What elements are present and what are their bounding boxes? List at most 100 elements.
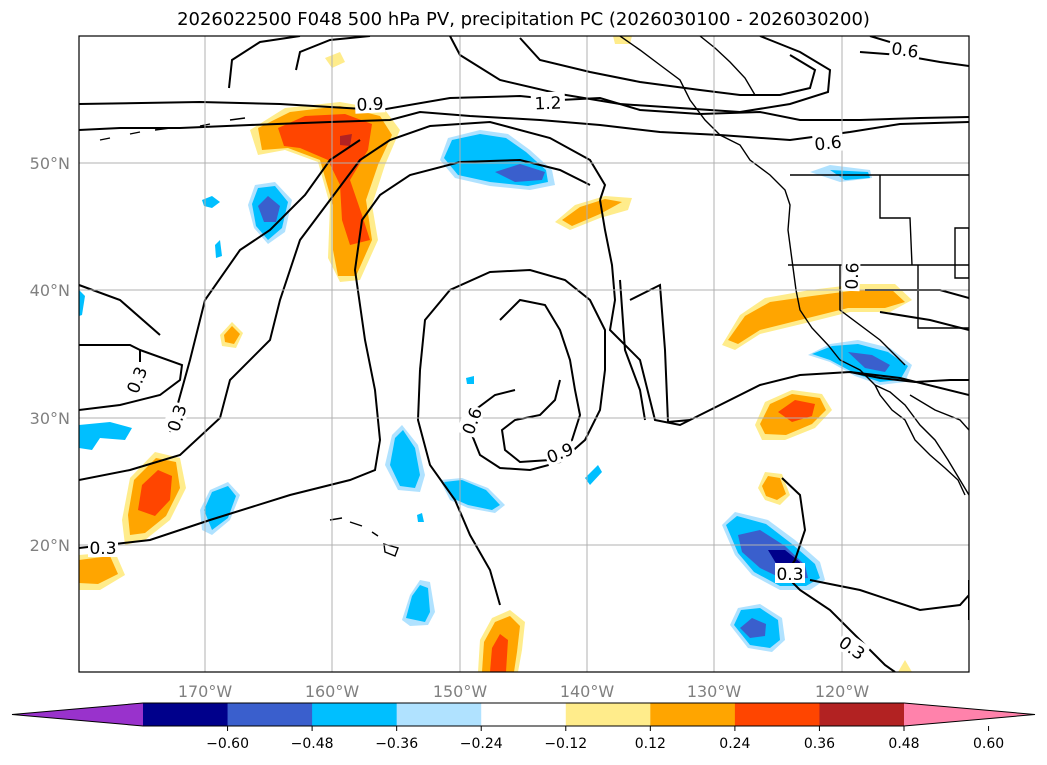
colorbar-segment: [227, 703, 313, 726]
state-border: [879, 175, 913, 266]
colorbar-tick-label: −0.12: [544, 736, 587, 752]
pv-contour-line: [79, 120, 607, 481]
precip-area-negative: [406, 585, 430, 622]
precip-area-negative: [258, 196, 280, 222]
precip-area-negative: [79, 290, 85, 316]
lon-label: 130°W: [687, 682, 742, 701]
precip-area-positive: [490, 634, 508, 672]
precip-area-negative: [444, 480, 500, 510]
contour-label: 0.6: [843, 262, 864, 290]
map-title: 2026022500 F048 500 hPa PV, precipitatio…: [177, 9, 870, 30]
pv-contour-line: [849, 371, 969, 384]
contour-label: 0.6: [814, 133, 843, 156]
colorbar-segment: [481, 703, 567, 726]
pv-contour-line: [599, 199, 969, 427]
contour-label: 0.3: [776, 565, 803, 585]
coastline-alaska: [699, 36, 756, 96]
pv-contour-line: [809, 579, 969, 612]
contour-label: 0.3: [89, 539, 116, 559]
precip-area-positive: [613, 36, 632, 44]
precip-shading: [79, 36, 912, 672]
contour-label: 1.2: [534, 94, 562, 115]
lon-label: 120°W: [815, 682, 870, 701]
precip-area-positive: [562, 199, 622, 226]
state-border: [954, 227, 969, 279]
colorbar: −0.60 −0.48 −0.36 −0.24 −0.12 0.12 0.24 0.36 0.4…: [11, 702, 1036, 752]
longitude-labels: 170°W 160°W 150°W 140°W 130°W 120°W: [178, 682, 870, 701]
colorbar-segment: [312, 703, 398, 726]
colorbar-tick-label: 0.24: [719, 736, 750, 752]
colorbar-tick-label: −0.60: [206, 736, 249, 752]
precip-area-negative: [417, 513, 424, 522]
pv-contour-line: [79, 344, 141, 362]
colorbar-tick-label: −0.48: [291, 736, 334, 752]
precip-area-positive: [224, 326, 240, 344]
colorbar-segment: [650, 703, 736, 726]
lat-label: 20°N: [30, 536, 70, 555]
pv-contour-line: [449, 36, 832, 114]
colorbar-segment: [734, 703, 820, 726]
precip-area-positive: [728, 290, 905, 344]
precip-area-positive: [79, 556, 118, 584]
contour-label: 0.6: [890, 39, 920, 63]
precip-area-negative: [585, 465, 602, 485]
map-border: [78, 35, 970, 673]
pv-contour-line: [79, 158, 591, 549]
precip-area-negative: [202, 196, 220, 208]
precip-area-positive: [778, 400, 815, 422]
state-border: [839, 265, 906, 366]
pv-contour-line: [869, 36, 891, 43]
precip-area-negative: [390, 430, 420, 488]
colorbar-segment: [143, 703, 229, 726]
pv-contour-line: [859, 51, 969, 67]
pv-contour-line: [295, 36, 371, 71]
precip-area-negative: [466, 376, 474, 384]
pv-contour-line: [228, 36, 301, 89]
precip-area-positive: [340, 134, 352, 146]
colorbar-tick-label: 0.48: [888, 736, 919, 752]
colorbar-segment: [819, 703, 905, 726]
precip-area-positive: [138, 470, 172, 516]
lat-label: 40°N: [30, 281, 70, 300]
coastline-mexico: [909, 394, 969, 431]
precip-area-negative: [79, 422, 132, 450]
lat-label: 30°N: [30, 409, 70, 428]
colorbar-tick-label: 0.12: [635, 736, 666, 752]
coastline-baja-california: [874, 384, 966, 496]
colorbar-tick-label: 0.36: [804, 736, 835, 752]
coastline-aleutians: [99, 117, 246, 141]
precip-area-positive: [325, 52, 345, 68]
precip-area-negative: [215, 240, 222, 258]
pv-contour-line: [79, 349, 184, 411]
pv-contours: [79, 36, 969, 672]
pv-contour-line: [619, 279, 646, 421]
coastline-north-america: [619, 36, 969, 496]
lon-label: 150°W: [433, 682, 488, 701]
precip-area-positive: [762, 476, 786, 500]
precip-area-negative: [848, 352, 890, 372]
precip-area-positive: [898, 660, 912, 672]
pv-contour-line: [519, 37, 817, 96]
contour-label-group: 0.6 1.2 0.9 0.6 0.3 0.3 0.3 0.6 0.9 0.3 …: [88, 37, 922, 665]
colorbar-segment: [565, 703, 651, 726]
state-border: [917, 265, 969, 329]
colorbar-outline: [11, 702, 1036, 727]
lon-label: 140°W: [560, 682, 615, 701]
pv-contour-line: [169, 139, 361, 433]
colorbar-tick-label: −0.36: [375, 736, 418, 752]
colorbar-extend-min: [12, 703, 143, 726]
colorbar-segment: [396, 703, 482, 726]
contour-label: 0.9: [356, 94, 384, 115]
colorbar-tick-label: −0.24: [460, 736, 503, 752]
pv-contour-line: [79, 94, 969, 121]
precip-area-negative: [495, 164, 545, 182]
pv-contour-line: [879, 311, 969, 331]
lon-label: 170°W: [178, 682, 233, 701]
lat-label: 50°N: [30, 154, 70, 173]
latitude-labels: 50°N 40°N 30°N 20°N: [30, 154, 70, 555]
lon-label: 160°W: [305, 682, 360, 701]
pv-contour-line: [416, 369, 501, 606]
coastline-hawaii: [329, 517, 399, 557]
colorbar-tick-label: 0.60: [973, 736, 1004, 752]
